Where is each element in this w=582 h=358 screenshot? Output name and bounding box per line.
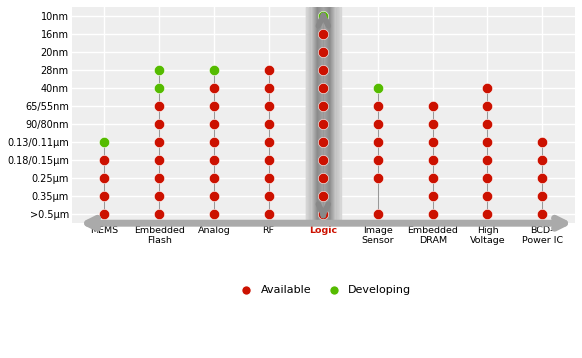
- Point: [374, 103, 383, 109]
- Point: [319, 121, 328, 127]
- Point: [428, 139, 438, 145]
- Point: [319, 175, 328, 181]
- Point: [264, 85, 274, 91]
- Point: [264, 67, 274, 73]
- Point: [209, 121, 218, 127]
- Point: [428, 103, 438, 109]
- Point: [374, 85, 383, 91]
- Point: [483, 175, 492, 181]
- Point: [264, 121, 274, 127]
- Point: [100, 139, 109, 145]
- Point: [319, 139, 328, 145]
- Point: [154, 67, 164, 73]
- Point: [428, 211, 438, 217]
- Point: [154, 103, 164, 109]
- Point: [154, 193, 164, 199]
- Point: [319, 13, 328, 19]
- Point: [100, 175, 109, 181]
- Point: [428, 175, 438, 181]
- Point: [319, 49, 328, 55]
- Point: [374, 139, 383, 145]
- Point: [264, 193, 274, 199]
- Point: [209, 193, 218, 199]
- Point: [209, 67, 218, 73]
- Point: [264, 139, 274, 145]
- Point: [483, 157, 492, 163]
- Point: [319, 103, 328, 109]
- Point: [154, 175, 164, 181]
- Point: [209, 211, 218, 217]
- Point: [154, 157, 164, 163]
- Point: [319, 85, 328, 91]
- Point: [154, 121, 164, 127]
- Point: [209, 175, 218, 181]
- Point: [483, 121, 492, 127]
- Point: [374, 211, 383, 217]
- Point: [154, 85, 164, 91]
- Point: [319, 67, 328, 73]
- Point: [264, 211, 274, 217]
- Point: [209, 103, 218, 109]
- Point: [100, 193, 109, 199]
- Point: [538, 139, 547, 145]
- Point: [100, 211, 109, 217]
- Point: [209, 85, 218, 91]
- Point: [264, 175, 274, 181]
- Point: [264, 103, 274, 109]
- Point: [483, 103, 492, 109]
- Point: [538, 211, 547, 217]
- Legend: Available, Developing: Available, Developing: [231, 281, 416, 300]
- Point: [538, 157, 547, 163]
- Point: [538, 175, 547, 181]
- Point: [483, 139, 492, 145]
- Point: [428, 157, 438, 163]
- Point: [374, 121, 383, 127]
- Point: [154, 211, 164, 217]
- Point: [428, 193, 438, 199]
- Point: [264, 157, 274, 163]
- Point: [374, 157, 383, 163]
- Point: [209, 157, 218, 163]
- Point: [319, 193, 328, 199]
- Point: [483, 211, 492, 217]
- Point: [428, 121, 438, 127]
- Point: [374, 175, 383, 181]
- Point: [319, 211, 328, 217]
- Point: [154, 139, 164, 145]
- Point: [538, 193, 547, 199]
- Point: [483, 85, 492, 91]
- Point: [100, 157, 109, 163]
- Point: [319, 157, 328, 163]
- Point: [209, 139, 218, 145]
- Point: [483, 193, 492, 199]
- Point: [319, 31, 328, 37]
